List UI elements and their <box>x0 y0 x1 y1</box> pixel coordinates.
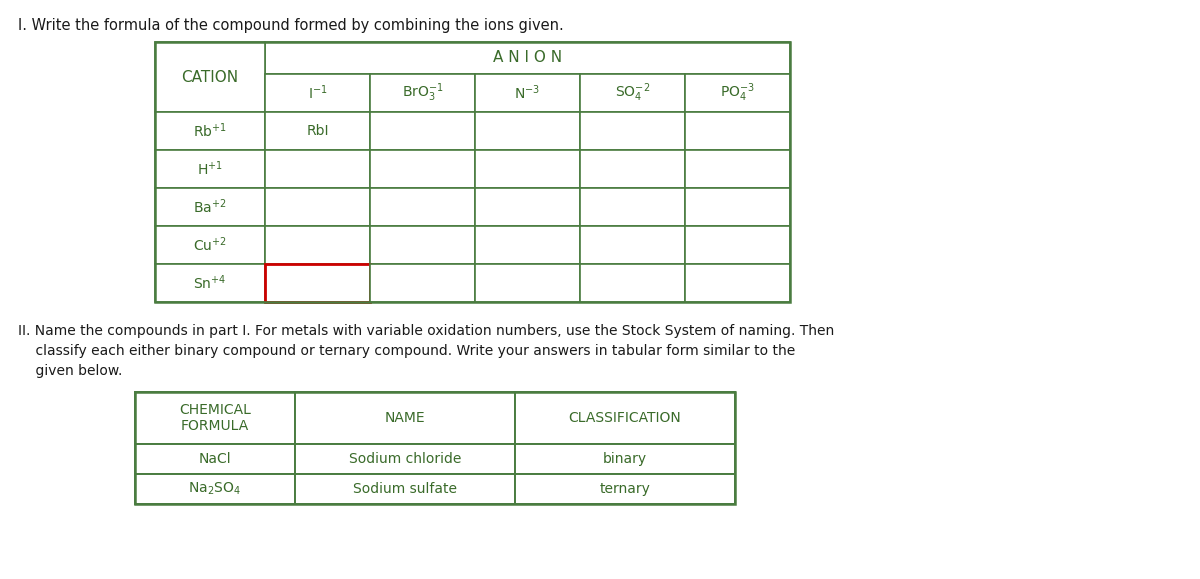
Bar <box>134 392 295 444</box>
Bar <box>580 226 685 264</box>
Bar <box>134 474 295 504</box>
Text: PO$_4^{-3}$: PO$_4^{-3}$ <box>720 82 755 104</box>
Text: binary: binary <box>602 452 647 466</box>
Bar <box>155 112 265 150</box>
Bar <box>685 74 790 112</box>
Bar <box>475 112 580 150</box>
Text: H$^{+1}$: H$^{+1}$ <box>197 160 223 178</box>
Text: I. Write the formula of the compound formed by combining the ions given.: I. Write the formula of the compound for… <box>18 18 564 33</box>
Text: classify each either binary compound or ternary compound. Write your answers in : classify each either binary compound or … <box>18 344 796 358</box>
Text: BrO$_3^{-1}$: BrO$_3^{-1}$ <box>402 82 443 104</box>
Bar <box>580 112 685 150</box>
Bar <box>155 42 265 112</box>
Text: CATION: CATION <box>181 69 239 85</box>
Bar <box>155 264 265 302</box>
Bar <box>475 74 580 112</box>
Text: I$^{-1}$: I$^{-1}$ <box>307 84 328 102</box>
Bar <box>295 474 515 504</box>
Text: Sn$^{+4}$: Sn$^{+4}$ <box>193 274 227 292</box>
Text: RbI: RbI <box>306 124 329 138</box>
Text: Sodium chloride: Sodium chloride <box>349 452 461 466</box>
Bar <box>265 74 370 112</box>
Bar <box>370 112 475 150</box>
Bar <box>515 392 734 444</box>
Text: CLASSIFICATION: CLASSIFICATION <box>569 411 682 425</box>
Bar <box>265 264 370 302</box>
Bar <box>295 444 515 474</box>
Bar <box>685 188 790 226</box>
Bar <box>265 188 370 226</box>
Bar <box>515 474 734 504</box>
Text: ternary: ternary <box>600 482 650 496</box>
Bar <box>580 74 685 112</box>
Text: Ba$^{+2}$: Ba$^{+2}$ <box>193 197 227 217</box>
Text: II. Name the compounds in part I. For metals with variable oxidation numbers, us: II. Name the compounds in part I. For me… <box>18 324 834 338</box>
Bar <box>685 112 790 150</box>
Bar <box>475 150 580 188</box>
Bar <box>265 226 370 264</box>
Bar <box>685 264 790 302</box>
Bar <box>134 444 295 474</box>
Text: Na$_2$SO$_4$: Na$_2$SO$_4$ <box>188 481 241 497</box>
Bar <box>134 392 734 504</box>
Text: CHEMICAL
FORMULA: CHEMICAL FORMULA <box>179 403 251 433</box>
Text: A N I O N: A N I O N <box>493 50 562 65</box>
Bar <box>370 150 475 188</box>
Bar <box>475 226 580 264</box>
Text: Cu$^{+2}$: Cu$^{+2}$ <box>193 236 227 254</box>
Bar <box>265 112 370 150</box>
Bar <box>155 42 790 302</box>
Bar <box>475 264 580 302</box>
Bar <box>155 188 265 226</box>
Bar <box>155 226 265 264</box>
Bar <box>685 150 790 188</box>
Text: Sodium sulfate: Sodium sulfate <box>353 482 457 496</box>
Text: NaCl: NaCl <box>199 452 232 466</box>
Bar <box>475 188 580 226</box>
Bar <box>370 74 475 112</box>
Bar <box>370 226 475 264</box>
Text: SO$_4^{-2}$: SO$_4^{-2}$ <box>614 82 650 104</box>
Bar <box>685 226 790 264</box>
Bar <box>580 188 685 226</box>
Bar <box>370 264 475 302</box>
Text: N$^{-3}$: N$^{-3}$ <box>515 84 540 102</box>
Bar <box>265 150 370 188</box>
Bar <box>370 188 475 226</box>
Text: NAME: NAME <box>385 411 425 425</box>
Bar <box>265 42 790 74</box>
Text: given below.: given below. <box>18 364 122 378</box>
Bar <box>515 444 734 474</box>
Bar <box>580 150 685 188</box>
Text: Rb$^{+1}$: Rb$^{+1}$ <box>193 122 227 140</box>
Bar <box>580 264 685 302</box>
Bar <box>155 150 265 188</box>
Bar <box>295 392 515 444</box>
